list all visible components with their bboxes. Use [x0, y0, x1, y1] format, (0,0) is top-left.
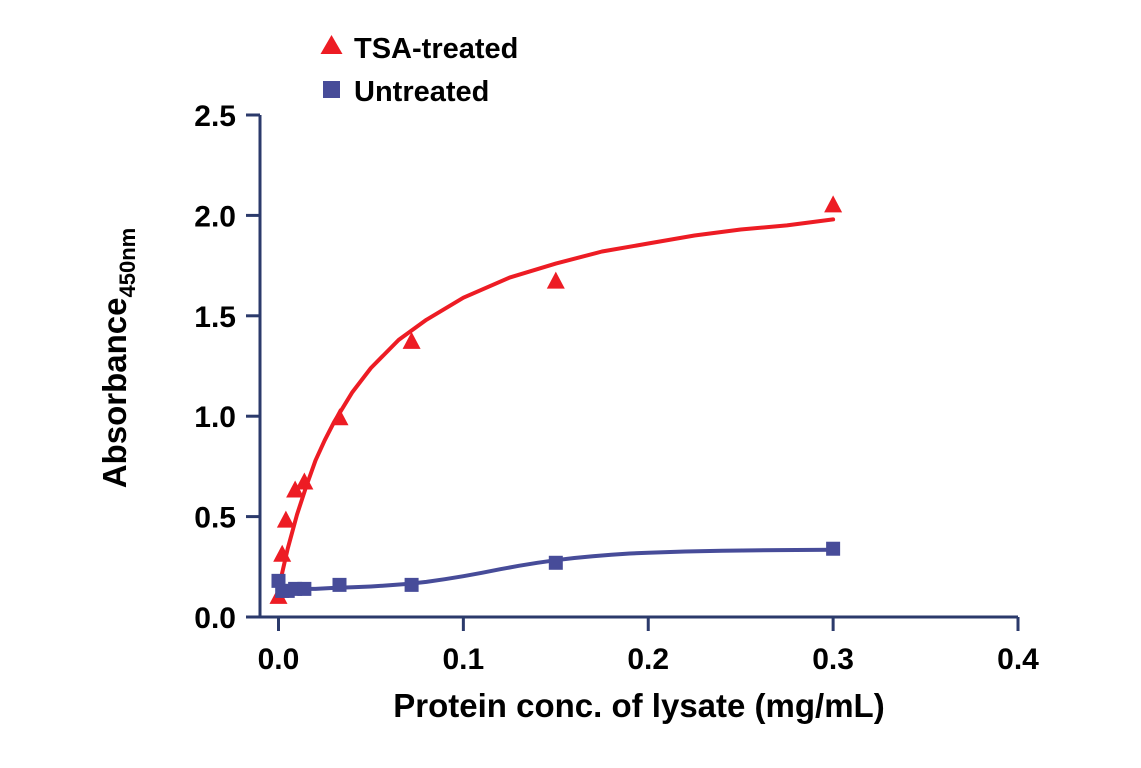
y-axis-title-main: Absorbance [96, 298, 133, 489]
legend-label-tsa-treated: TSA-treated [354, 33, 518, 65]
legend-label-untreated: Untreated [354, 76, 489, 108]
data-point-triangle [286, 480, 305, 498]
x-tick-label: 0.1 [443, 643, 485, 676]
data-point-triangle [330, 408, 349, 426]
data-point-triangle [273, 544, 292, 562]
data-point-triangle [276, 510, 295, 528]
data-points [269, 195, 843, 604]
x-axis-title: Protein conc. of lysate (mg/mL) [393, 687, 884, 724]
axes: 0.0 0.5 1.0 1.5 2.0 2.5 0.0 0.1 0.2 0.3 0.4 [194, 100, 1039, 676]
legend-square-marker-icon [323, 81, 340, 98]
y-tick-label: 0.0 [194, 602, 236, 635]
data-point-square [826, 541, 841, 556]
data-point-square [404, 577, 419, 592]
y-tick-label: 1.0 [194, 401, 236, 434]
y-tick-label: 2.0 [194, 200, 236, 233]
y-axis-title-subscript: 450nm [115, 228, 140, 298]
x-tick-label: 0.0 [258, 643, 300, 676]
x-tick-label: 0.4 [997, 643, 1039, 676]
legend: TSA-treated Untreated [320, 33, 518, 108]
x-tick-label: 0.3 [812, 643, 854, 676]
data-point-square [548, 555, 563, 570]
fit-curve-untreated [276, 547, 836, 591]
data-point-square [297, 581, 312, 596]
y-tick-label: 1.5 [194, 301, 236, 334]
data-point-triangle [546, 271, 565, 289]
data-point-triangle [295, 472, 314, 490]
data-point-triangle [402, 331, 421, 349]
y-tick-label: 2.5 [194, 100, 236, 133]
y-axis-title: Absorbance450nm [96, 228, 140, 488]
legend-triangle-marker-icon [320, 35, 343, 54]
x-tick-label: 0.2 [627, 643, 669, 676]
data-point-square [332, 577, 347, 592]
data-point-triangle [824, 195, 843, 213]
y-tick-label: 0.5 [194, 502, 236, 535]
